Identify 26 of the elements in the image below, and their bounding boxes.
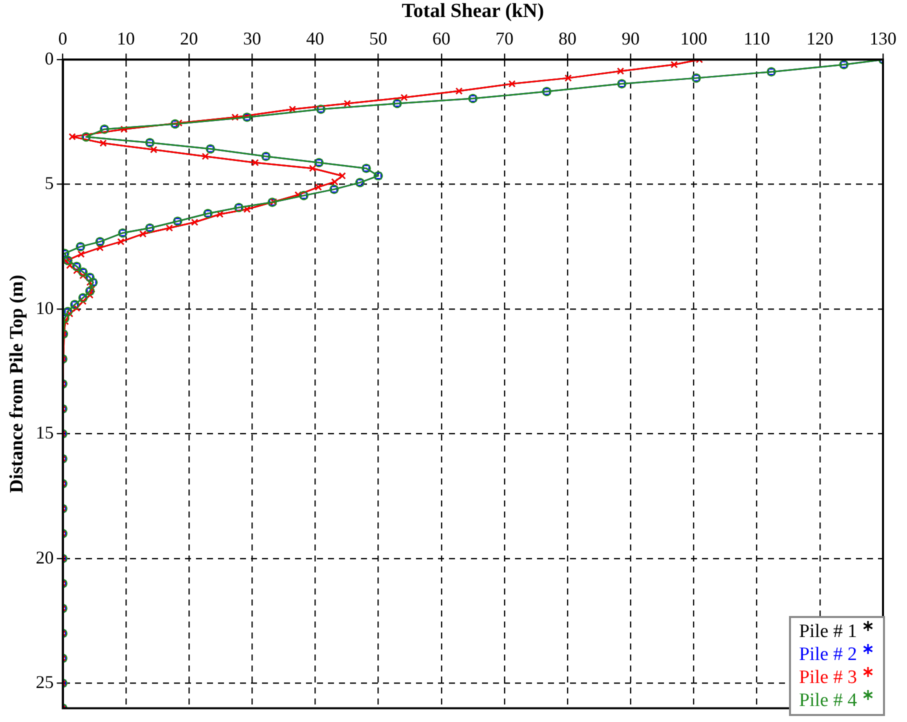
- y-tick-label: 25: [36, 672, 54, 692]
- x-tick-label: 130: [870, 28, 896, 49]
- x-tick-label: 110: [744, 28, 770, 49]
- x-tick-label: 20: [180, 28, 198, 49]
- legend-label: Pile # 3: [798, 667, 857, 688]
- x-tick-label: 0: [58, 28, 68, 49]
- x-tick-label: 30: [243, 28, 262, 49]
- y-tick-label: 5: [44, 173, 54, 194]
- x-tick-label: 10: [116, 28, 135, 49]
- x-tick-label: 120: [806, 28, 834, 49]
- y-tick-label: 15: [36, 422, 54, 443]
- legend-label: Pile # 2: [798, 644, 857, 665]
- y-tick-label: 0: [44, 48, 54, 68]
- x-tick-label: 60: [432, 28, 450, 49]
- x-axis-title: Total Shear (kN): [402, 0, 544, 22]
- y-axis-title: Distance from Pile Top (m): [6, 274, 28, 493]
- x-tick-label: 100: [680, 28, 708, 49]
- legend-label: Pile # 4: [798, 690, 857, 711]
- x-tick-label: 70: [495, 28, 514, 49]
- x-tick-label: 80: [558, 28, 577, 49]
- legend-label: Pile # 1: [798, 621, 857, 642]
- x-tick-label: 50: [369, 28, 388, 49]
- y-tick-label: 10: [36, 298, 54, 318]
- x-tick-label: 40: [306, 28, 324, 49]
- y-tick-label: 20: [36, 547, 54, 568]
- x-tick-label: 90: [622, 28, 640, 49]
